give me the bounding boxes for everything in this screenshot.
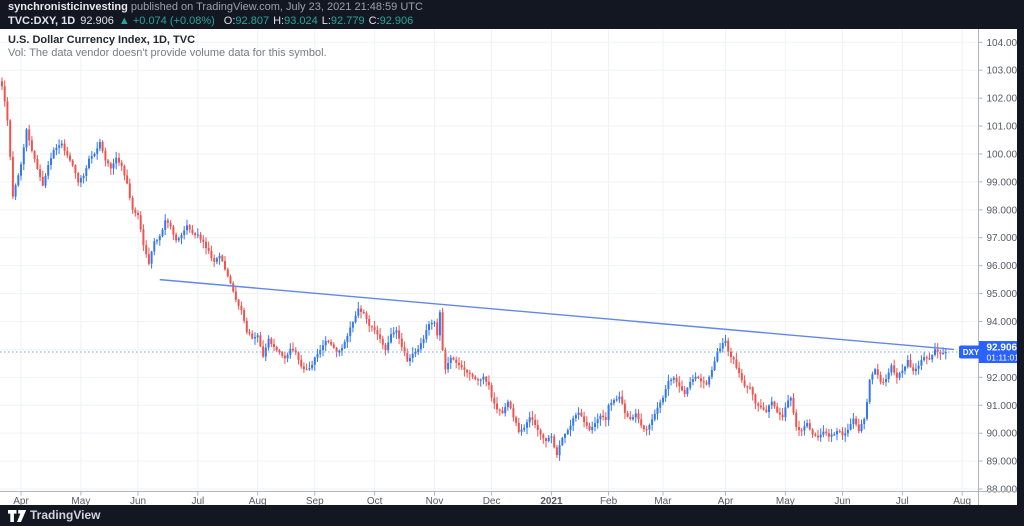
- publish-meta: published on TradingView.com, July 23, 2…: [127, 1, 423, 13]
- svg-text:Jun: Jun: [130, 496, 146, 505]
- svg-text:92.000: 92.000: [987, 373, 1018, 384]
- svg-text:94.000: 94.000: [987, 317, 1018, 328]
- svg-text:Feb: Feb: [600, 496, 618, 505]
- svg-text:May: May: [776, 496, 795, 505]
- svg-text:Jul: Jul: [191, 496, 204, 505]
- chart-panel[interactable]: U.S. Dollar Currency Index, 1D, TVC Vol:…: [0, 29, 1017, 505]
- svg-text:Mar: Mar: [654, 496, 672, 505]
- svg-text:DXY: DXY: [963, 348, 980, 357]
- svg-text:Nov: Nov: [426, 496, 444, 505]
- tradingview-brand[interactable]: TradingView: [30, 508, 101, 522]
- tradingview-logo-icon[interactable]: [8, 509, 27, 523]
- username: synchronisticinvesting: [8, 1, 128, 13]
- svg-text:91.000: 91.000: [987, 401, 1018, 412]
- svg-text:Apr: Apr: [13, 496, 29, 505]
- close-value: 92.906: [379, 15, 414, 27]
- footer-bar: TradingView: [0, 505, 1024, 526]
- svg-text:92.906: 92.906: [987, 343, 1018, 354]
- symbol-status-line: TVC:DXY, 1D 92.906 ▲ +0.074 (+0.08%) O:92.8…: [8, 15, 1008, 28]
- svg-text:Jun: Jun: [834, 496, 850, 505]
- svg-text:98.000: 98.000: [987, 205, 1018, 216]
- svg-text:90.000: 90.000: [987, 429, 1018, 440]
- candlestick-chart-canvas[interactable]: 104.000 103.000 102.000 101.000 100.000 99.00…: [0, 29, 1017, 505]
- svg-text:Dec: Dec: [483, 496, 501, 505]
- svg-text:99.000: 99.000: [987, 177, 1018, 188]
- svg-text:101.000: 101.000: [987, 122, 1018, 133]
- snapshot-header: synchronisticinvesting published on Trad…: [8, 1, 1008, 28]
- svg-text:96.000: 96.000: [987, 261, 1018, 272]
- open-value: 92.807: [235, 15, 270, 27]
- ohlc-readout: O:92.807 H:93.024 L:92.779 C:92.906: [220, 15, 413, 27]
- svg-text:Aug: Aug: [953, 496, 971, 505]
- open-label: O:: [223, 15, 236, 27]
- svg-text:95.000: 95.000: [987, 289, 1018, 300]
- candle-bodies: [1, 81, 947, 456]
- svg-text:Oct: Oct: [367, 496, 383, 505]
- high-value: 93.024: [284, 15, 318, 27]
- svg-text:89.000: 89.000: [987, 457, 1018, 468]
- svg-text:103.000: 103.000: [987, 66, 1018, 77]
- svg-text:01:11:01: 01:11:01: [987, 353, 1018, 363]
- svg-text:100.000: 100.000: [987, 149, 1018, 160]
- symbol-price-badge: DXY: [959, 345, 983, 359]
- grid-lines: [0, 29, 978, 492]
- svg-text:104.000: 104.000: [987, 38, 1018, 49]
- svg-text:102.000: 102.000: [987, 94, 1018, 105]
- svg-text:2021: 2021: [540, 496, 563, 505]
- svg-text:Apr: Apr: [718, 496, 734, 505]
- svg-text:May: May: [71, 496, 90, 505]
- last-price: 92.906: [80, 15, 114, 27]
- publish-info: synchronisticinvesting published on Trad…: [8, 1, 1008, 14]
- svg-text:Jul: Jul: [896, 496, 909, 505]
- trendline[interactable]: [159, 278, 955, 351]
- symbol-name: TVC:DXY, 1D: [8, 15, 76, 27]
- svg-text:88.000: 88.000: [987, 485, 1018, 496]
- low-value: 92.779: [330, 15, 365, 27]
- svg-text:Sep: Sep: [306, 496, 324, 505]
- svg-text:Aug: Aug: [249, 496, 267, 505]
- close-label: C:: [368, 15, 380, 27]
- price-change: ▲ +0.074 (+0.08%): [118, 15, 215, 27]
- svg-text:97.000: 97.000: [987, 233, 1018, 244]
- high-label: H:: [273, 15, 285, 27]
- low-label: L:: [321, 15, 331, 27]
- time-scale[interactable]: Apr May Jun Jul Aug Sep Oct Nov Dec 2021 Feb Mar Apr…: [0, 491, 1017, 506]
